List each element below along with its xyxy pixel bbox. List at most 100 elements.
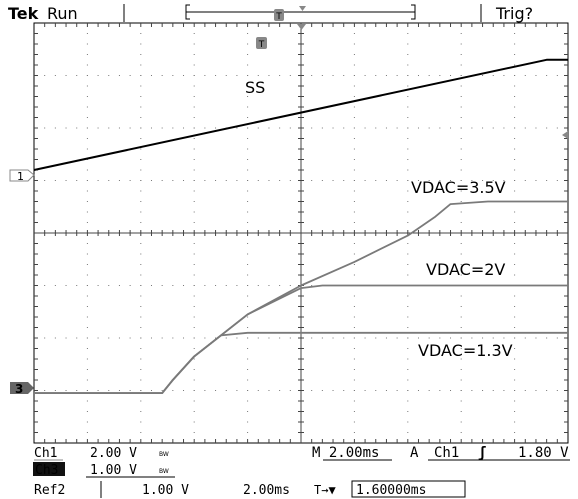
run-state: Run	[47, 4, 78, 23]
grid-dot	[460, 306, 462, 307]
grid-dot	[556, 75, 558, 76]
grid-dot	[108, 337, 110, 339]
grid-dot	[375, 390, 377, 391]
grid-dot	[140, 64, 142, 66]
grid-dot	[514, 243, 516, 244]
grid-dot	[86, 190, 88, 192]
grid-dot	[247, 264, 249, 265]
grid-dot	[407, 243, 409, 244]
grid-dot	[353, 390, 355, 391]
grid-dot	[86, 201, 88, 202]
grid-dot	[129, 285, 131, 286]
grid-dot	[321, 390, 323, 391]
record-position-icon	[299, 6, 306, 11]
grid-dot	[140, 379, 142, 381]
grid-dot	[353, 43, 355, 45]
grid-dot	[86, 138, 88, 139]
ch3-bw-icon: BW	[159, 468, 169, 475]
grid-dot	[353, 159, 355, 160]
grid-dot	[503, 127, 505, 129]
grid-dot	[76, 390, 78, 391]
grid-dot	[407, 295, 409, 297]
grid-dot	[140, 159, 142, 160]
grid-dot	[193, 96, 195, 97]
grid-dot	[460, 96, 462, 97]
grid-dot	[353, 190, 355, 192]
grid-dot	[332, 337, 334, 339]
grid-dot	[407, 274, 409, 276]
grid-dot	[140, 337, 142, 339]
grid-dot	[375, 180, 377, 181]
grid-dot	[353, 96, 355, 97]
grid-dot	[353, 253, 355, 255]
grid-dot	[407, 358, 409, 360]
grid-dot	[150, 337, 152, 339]
grid-dot	[546, 180, 548, 181]
acquisition-mode: A	[410, 445, 419, 461]
grid-dot	[193, 85, 195, 87]
grid-dot	[172, 180, 174, 181]
grid-dot	[193, 222, 195, 223]
grid-dot	[417, 127, 419, 129]
grid-dot	[140, 54, 142, 55]
grid-dot	[140, 285, 142, 286]
ch3-label: Ch3	[35, 463, 58, 478]
grid-dot	[364, 75, 366, 76]
grid-dot	[460, 348, 462, 349]
grid-dot	[353, 106, 355, 108]
grid-dot	[407, 190, 409, 192]
grid-dot	[482, 337, 484, 339]
grid-dot	[215, 75, 217, 76]
grid-dot	[172, 127, 174, 129]
grid-dot	[460, 106, 462, 108]
grid-dot	[321, 337, 323, 339]
grid-dot	[460, 358, 462, 360]
grid-dot	[503, 75, 505, 76]
grid-dot	[225, 285, 227, 286]
grid-dot	[514, 54, 516, 55]
grid-dot	[268, 390, 270, 391]
grid-dot	[460, 54, 462, 55]
grid-dot	[514, 169, 516, 171]
ch1-bw-icon: BW	[159, 451, 169, 458]
grid-dot	[86, 390, 88, 391]
grid-dot	[514, 85, 516, 87]
grid-dot	[343, 337, 345, 339]
grid-dot	[460, 274, 462, 276]
grid-dot	[482, 180, 484, 181]
grid-dot	[407, 201, 409, 202]
grid-dot	[193, 274, 195, 276]
grid-dot	[311, 337, 313, 339]
grid-dot	[247, 379, 249, 381]
annotations: SS VDAC=3.5V VDAC=2V VDAC=1.3V	[245, 78, 513, 360]
grid-dot	[471, 337, 473, 339]
grid-dot	[353, 148, 355, 150]
grid-dot	[247, 159, 249, 160]
grid-dot	[86, 274, 88, 276]
grid-dot	[150, 390, 152, 391]
grid-dot	[54, 337, 56, 339]
grid-dot	[215, 337, 217, 339]
grid-dot	[375, 337, 377, 339]
grid-dot	[428, 337, 430, 339]
grid-dot	[97, 337, 99, 339]
grid-dot	[193, 348, 195, 349]
grid-dot	[140, 306, 142, 307]
grid-dot	[236, 127, 238, 129]
grid-dot	[514, 43, 516, 45]
grid-dot	[460, 421, 462, 423]
grid-dot	[247, 190, 249, 192]
grid-dot	[257, 180, 259, 181]
grid-dot	[76, 127, 78, 129]
grid-dot	[279, 337, 281, 339]
grid-dot	[514, 159, 516, 160]
grid-dot	[65, 390, 67, 391]
grid-dot	[140, 390, 142, 391]
grid-dot	[86, 117, 88, 118]
grid-dot	[492, 390, 494, 391]
grid-dot	[140, 211, 142, 213]
grid-dot	[204, 75, 206, 76]
grid-dot	[535, 75, 537, 76]
grid-dot	[86, 43, 88, 45]
grid-dot	[514, 106, 516, 108]
